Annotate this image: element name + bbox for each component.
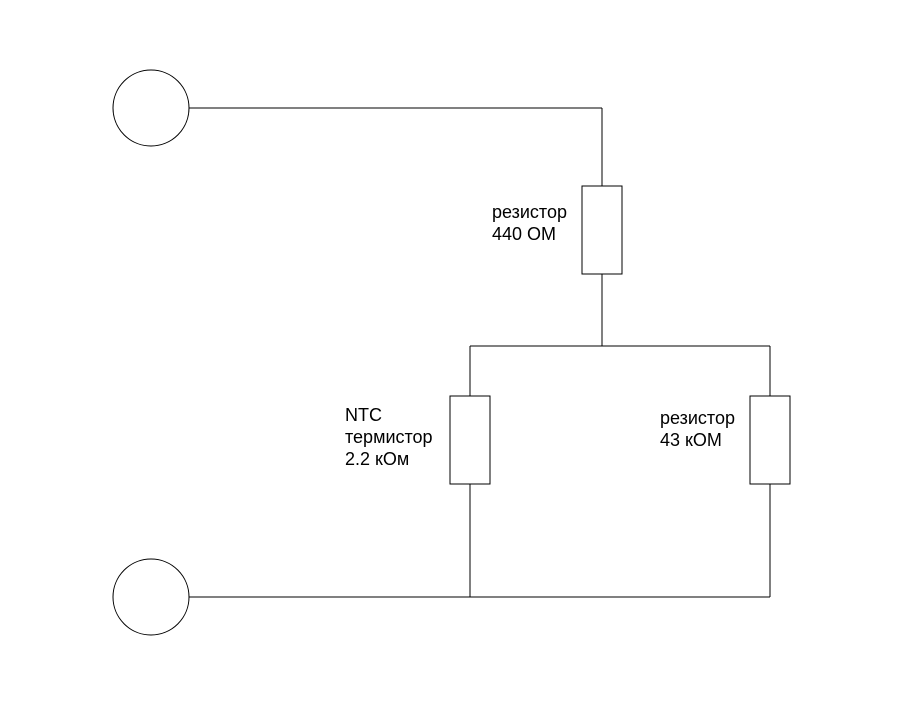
component-label: NTC	[345, 405, 382, 425]
terminal-bottom	[113, 559, 189, 635]
resistor-r2	[750, 396, 790, 484]
terminal-top	[113, 70, 189, 146]
component-label: термистор	[345, 427, 433, 447]
component-label: 2.2 кОм	[345, 449, 409, 469]
component-label: 440 ОМ	[492, 224, 556, 244]
circuit-diagram: резистор440 ОМNTCтермистор2.2 кОмрезисто…	[0, 0, 918, 723]
component-label: 43 кОМ	[660, 430, 722, 450]
resistor-r1	[582, 186, 622, 274]
ntc-thermistor-ntc	[450, 396, 490, 484]
component-label: резистор	[492, 202, 567, 222]
component-label: резистор	[660, 408, 735, 428]
